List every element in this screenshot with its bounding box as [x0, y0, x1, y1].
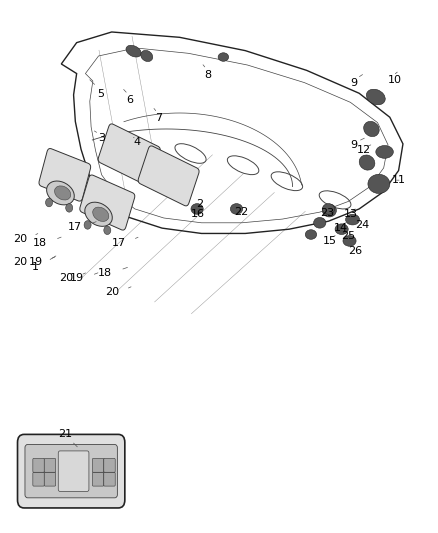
Text: 13: 13: [343, 209, 357, 219]
Ellipse shape: [343, 236, 356, 246]
FancyBboxPatch shape: [104, 472, 115, 486]
Text: 5: 5: [97, 89, 104, 99]
FancyBboxPatch shape: [44, 472, 56, 486]
Text: 21: 21: [58, 430, 72, 439]
Circle shape: [66, 204, 73, 212]
Ellipse shape: [346, 214, 360, 225]
Text: 18: 18: [98, 268, 112, 278]
Text: 26: 26: [349, 246, 363, 255]
Ellipse shape: [55, 186, 71, 200]
FancyBboxPatch shape: [33, 458, 44, 472]
Text: 20: 20: [105, 287, 119, 297]
Ellipse shape: [322, 204, 336, 217]
Text: 19: 19: [29, 257, 43, 267]
FancyBboxPatch shape: [44, 458, 56, 472]
FancyBboxPatch shape: [25, 445, 117, 498]
Ellipse shape: [364, 122, 379, 136]
Text: 8: 8: [204, 70, 211, 79]
Ellipse shape: [368, 174, 390, 193]
Ellipse shape: [85, 202, 112, 227]
FancyBboxPatch shape: [92, 458, 104, 472]
Ellipse shape: [366, 89, 385, 105]
FancyBboxPatch shape: [58, 451, 89, 491]
Text: 17: 17: [68, 222, 82, 232]
Text: 16: 16: [191, 209, 205, 219]
Ellipse shape: [126, 45, 141, 57]
Text: 9: 9: [350, 140, 357, 150]
Text: 24: 24: [356, 220, 370, 230]
FancyBboxPatch shape: [138, 146, 199, 206]
Text: 10: 10: [388, 75, 402, 85]
Ellipse shape: [322, 204, 335, 214]
Text: 18: 18: [33, 238, 47, 247]
Text: 22: 22: [234, 207, 248, 217]
Text: 20: 20: [60, 273, 74, 283]
Text: 4: 4: [134, 138, 141, 147]
FancyBboxPatch shape: [80, 175, 135, 230]
Ellipse shape: [141, 51, 153, 61]
Text: 6: 6: [127, 95, 134, 105]
Ellipse shape: [46, 181, 74, 205]
Text: 19: 19: [70, 273, 84, 283]
Ellipse shape: [230, 204, 243, 214]
FancyBboxPatch shape: [33, 472, 44, 486]
Text: 9: 9: [350, 78, 357, 87]
Ellipse shape: [305, 230, 317, 239]
Text: 25: 25: [341, 231, 355, 240]
Text: 3: 3: [98, 133, 105, 142]
Circle shape: [84, 221, 91, 229]
Text: 15: 15: [323, 236, 337, 246]
Text: 23: 23: [321, 208, 335, 218]
Text: 11: 11: [392, 175, 406, 185]
FancyBboxPatch shape: [18, 434, 125, 508]
FancyBboxPatch shape: [39, 149, 91, 201]
Text: 1: 1: [32, 262, 39, 271]
FancyBboxPatch shape: [104, 458, 115, 472]
Ellipse shape: [191, 204, 203, 214]
FancyBboxPatch shape: [92, 472, 104, 486]
Text: 12: 12: [357, 146, 371, 155]
Circle shape: [104, 226, 111, 235]
FancyBboxPatch shape: [98, 124, 160, 185]
Text: 20: 20: [13, 234, 27, 244]
Text: 20: 20: [13, 257, 27, 267]
Text: 17: 17: [112, 238, 126, 247]
Text: 7: 7: [155, 114, 162, 123]
Text: 2: 2: [196, 199, 203, 209]
Ellipse shape: [314, 217, 326, 228]
Ellipse shape: [93, 207, 109, 221]
Ellipse shape: [376, 146, 393, 158]
Text: 14: 14: [334, 223, 348, 233]
Ellipse shape: [359, 155, 375, 170]
Circle shape: [46, 198, 53, 207]
Ellipse shape: [335, 224, 348, 235]
Ellipse shape: [218, 53, 229, 61]
